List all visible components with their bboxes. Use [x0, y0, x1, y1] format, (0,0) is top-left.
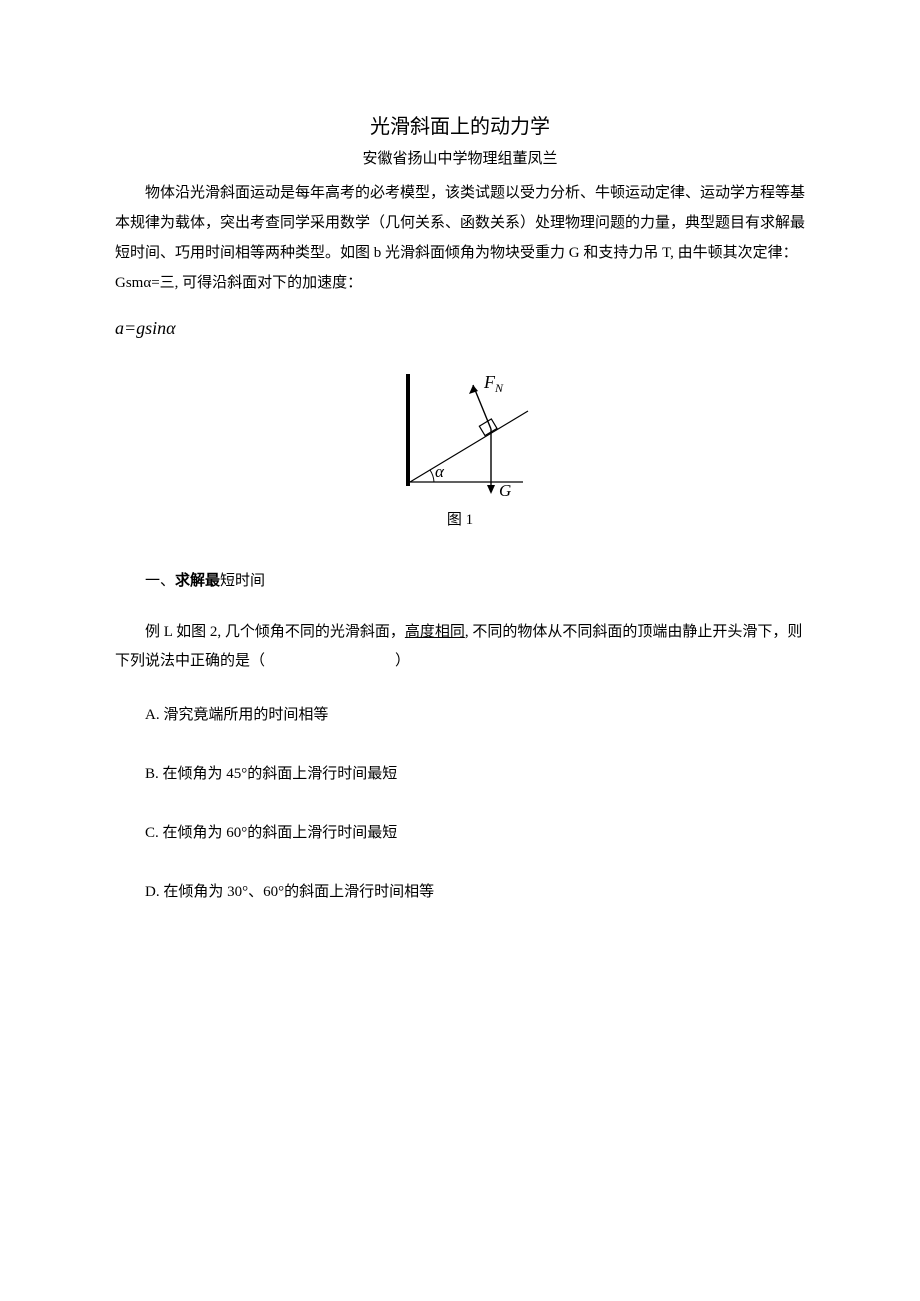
introduction-paragraph: 物体沿光滑斜面运动是每年高考的必考模型，该类试题以受力分析、牛顿运动定律、运动学…	[115, 178, 805, 298]
figure-1-caption: 图 1	[115, 508, 805, 529]
option-b: B. 在倾角为 45°的斜面上滑行时间最短	[115, 762, 805, 783]
option-a: A. 滑究竟端所用的时间相等	[115, 703, 805, 724]
incline-line	[410, 411, 528, 482]
figure-1-container: FN G α 图 1	[115, 374, 805, 529]
incline-diagram-svg: FN G α	[388, 374, 533, 499]
document-title: 光滑斜面上的动力学	[115, 110, 805, 139]
fn-label: FN	[483, 374, 504, 395]
example-underlined: 高度相同	[405, 624, 465, 640]
example-text: 例 L 如图 2, 几个倾角不同的光滑斜面，高度相同, 不同的物体从不同斜面的顶…	[115, 618, 805, 675]
option-d: D. 在倾角为 30°、60°的斜面上滑行时间相等	[115, 880, 805, 901]
example-prefix: 例 L 如图 2, 几个倾角不同的光滑斜面，	[145, 624, 405, 640]
section-heading: 一、求解最短时间	[115, 569, 805, 590]
section-number: 一、	[145, 573, 175, 589]
formula-acceleration: a=gsinα	[115, 318, 805, 339]
example-paren-close: ）	[395, 653, 410, 669]
gravity-arrowhead	[487, 485, 495, 494]
section-heading-rest: 短时间	[220, 573, 265, 589]
alpha-label: α	[435, 462, 445, 481]
figure-1: FN G α	[388, 374, 533, 504]
document-author: 安徽省扬山中学物理组董凤兰	[115, 147, 805, 168]
option-c: C. 在倾角为 60°的斜面上滑行时间最短	[115, 821, 805, 842]
section-heading-bold: 求解最	[175, 573, 220, 589]
g-label: G	[499, 481, 511, 499]
angle-arc	[430, 470, 434, 482]
wall	[406, 374, 410, 486]
